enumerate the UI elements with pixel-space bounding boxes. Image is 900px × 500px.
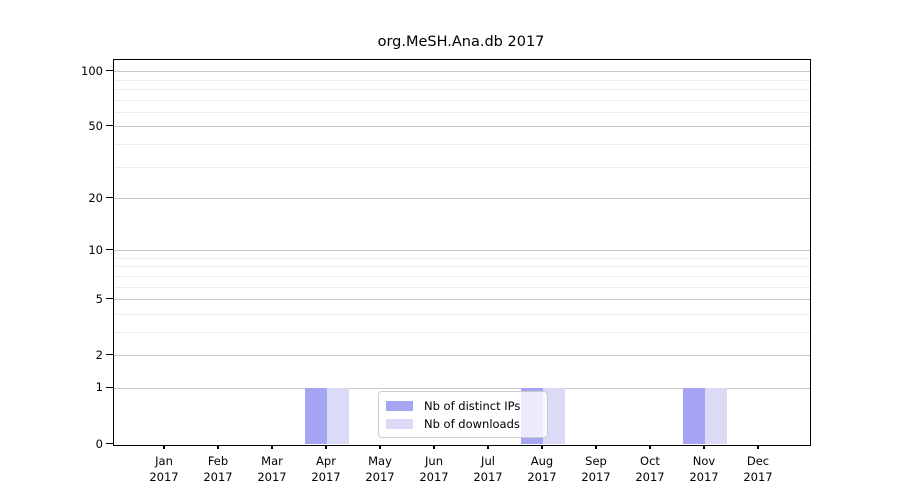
y-axis-tick	[106, 298, 113, 300]
gridline-minor	[114, 275, 810, 277]
gridline-minor	[114, 99, 810, 101]
x-axis-tick	[271, 444, 273, 450]
x-axis-tick	[487, 444, 489, 450]
y-axis-tick	[106, 442, 113, 445]
x-tick-label: Mar 2017	[257, 453, 287, 485]
legend-item-distinct-ips: Nb of distinct IPs	[386, 399, 547, 413]
legend: Nb of distinct IPs Nb of downloads	[378, 391, 548, 438]
gridline-minor	[114, 266, 810, 268]
x-tick-label: Nov 2017	[689, 453, 719, 485]
x-axis-tick	[217, 444, 219, 450]
gridline-minor	[114, 88, 810, 90]
gridline-major	[114, 198, 810, 199]
y-axis-tick	[106, 196, 113, 199]
legend-label-downloads: Nb of downloads	[424, 416, 520, 431]
x-tick-label: Sep 2017	[581, 453, 611, 485]
x-tick-label: Jul 2017	[473, 453, 503, 485]
y-tick-label: 100	[81, 63, 103, 78]
bar-downloads	[327, 388, 349, 445]
y-axis-tick	[106, 249, 113, 251]
x-axis-tick	[595, 444, 597, 450]
y-axis-tick	[106, 69, 113, 72]
gridline-minor	[114, 313, 810, 315]
x-axis-tick	[163, 444, 165, 450]
gridline-minor	[114, 331, 810, 333]
bar-distinct-ips	[305, 388, 327, 445]
y-axis-tick	[106, 386, 113, 389]
y-tick-label: 10	[88, 242, 103, 257]
y-axis-tick	[106, 354, 113, 356]
x-axis-tick	[757, 444, 759, 450]
gridline-major	[114, 71, 810, 73]
y-tick-label: 0	[95, 436, 103, 451]
gridline-major	[114, 299, 810, 301]
x-tick-label: Jan 2017	[149, 453, 179, 485]
y-tick-label: 2	[95, 347, 103, 362]
x-tick-label: Jun 2017	[419, 453, 449, 485]
x-axis-tick	[325, 444, 327, 450]
bar-distinct-ips	[683, 388, 705, 445]
x-tick-label: Apr 2017	[311, 453, 341, 485]
bar-downloads	[705, 388, 727, 445]
legend-item-downloads: Nb of downloads	[386, 417, 547, 431]
x-axis-tick	[433, 444, 435, 450]
legend-swatch-downloads-icon	[386, 418, 413, 429]
y-tick-label: 50	[88, 118, 103, 133]
x-tick-label: Aug 2017	[527, 453, 557, 485]
gridline-minor	[114, 257, 810, 259]
gridline-major	[114, 355, 810, 357]
x-axis-tick	[541, 444, 543, 450]
x-axis-tick	[379, 444, 381, 450]
x-axis-tick	[649, 444, 651, 450]
legend-swatch-distinct-ips-icon	[386, 400, 413, 411]
gridline-major	[114, 126, 810, 128]
gridline-minor	[114, 166, 810, 168]
x-tick-label: Dec 2017	[743, 453, 773, 485]
gridline-minor	[114, 79, 810, 81]
gridline-minor	[114, 286, 810, 288]
gridline-major	[114, 387, 810, 389]
chart-title: org.MeSH.Ana.db 2017	[377, 34, 545, 50]
x-tick-label: Oct 2017	[635, 453, 665, 485]
y-tick-label: 5	[95, 291, 103, 306]
y-axis-tick	[106, 125, 113, 127]
x-tick-label: Feb 2017	[203, 453, 233, 485]
y-tick-label: 20	[88, 190, 103, 205]
plot-area	[113, 59, 811, 446]
x-axis-tick	[703, 444, 705, 450]
bar-downloads	[543, 388, 565, 445]
gridline-minor	[114, 143, 810, 145]
x-tick-label: May 2017	[365, 453, 395, 485]
y-tick-label: 1	[95, 380, 103, 395]
gridline-major	[114, 250, 810, 252]
gridline-minor	[114, 111, 810, 113]
legend-label-distinct-ips: Nb of distinct IPs	[424, 398, 521, 413]
